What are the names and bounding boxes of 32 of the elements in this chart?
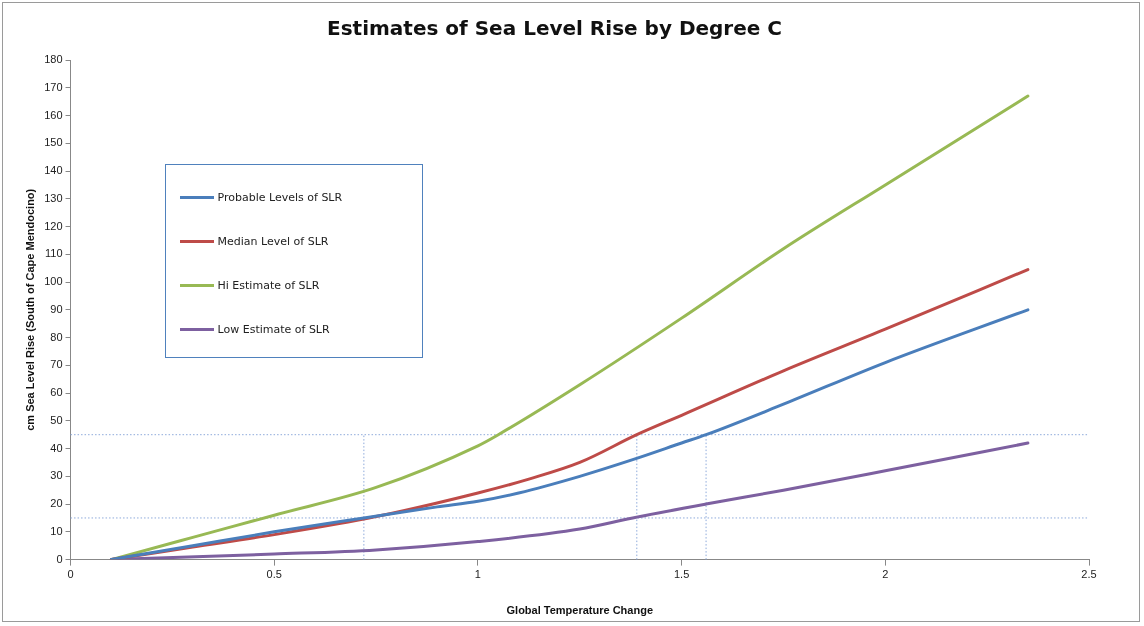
legend-label: Median Level of SLR <box>217 234 329 248</box>
y-tick-label: 70 <box>50 358 63 371</box>
x-tick-label: 0 <box>67 568 74 581</box>
y-tick-label: 100 <box>44 275 63 288</box>
y-tick-label: 120 <box>44 219 63 232</box>
y-tick-label: 10 <box>50 524 63 537</box>
y-tick-label: 140 <box>44 164 63 177</box>
x-tick-label: 2 <box>882 568 889 581</box>
y-tick-label: 80 <box>50 330 63 343</box>
y-tick-label: 40 <box>50 441 63 454</box>
legend-label: Probable Levels of SLR <box>217 190 343 204</box>
y-tick-label: 110 <box>45 247 63 260</box>
legend-label: Low Estimate of SLR <box>217 322 330 336</box>
y-tick-label: 30 <box>50 469 63 482</box>
y-tick-label: 180 <box>44 53 63 66</box>
y-tick-label: 50 <box>50 413 63 426</box>
y-tick-label: 20 <box>50 497 63 510</box>
y-tick-label: 170 <box>44 80 63 93</box>
legend-label: Hi Estimate of SLR <box>217 278 320 292</box>
y-tick-label: 0 <box>56 552 63 565</box>
y-tick-label: 130 <box>44 191 63 204</box>
y-tick-label: 60 <box>50 386 63 399</box>
x-tick-label: 1.5 <box>673 568 690 581</box>
y-tick-label: 160 <box>44 108 63 121</box>
x-tick-label: 0.5 <box>266 568 282 581</box>
y-tick-label: 90 <box>50 302 63 315</box>
chart-title: Estimates of Sea Level Rise by Degree C <box>327 16 782 41</box>
x-tick-label: 2.5 <box>1081 568 1097 581</box>
x-tick-label: 1 <box>474 568 481 581</box>
y-tick-label: 150 <box>44 136 63 149</box>
x-axis-title: Global Temperature Change <box>506 604 654 617</box>
y-axis-title: cm Sea Level Rise (South of Cape Mendocino) <box>23 188 36 431</box>
